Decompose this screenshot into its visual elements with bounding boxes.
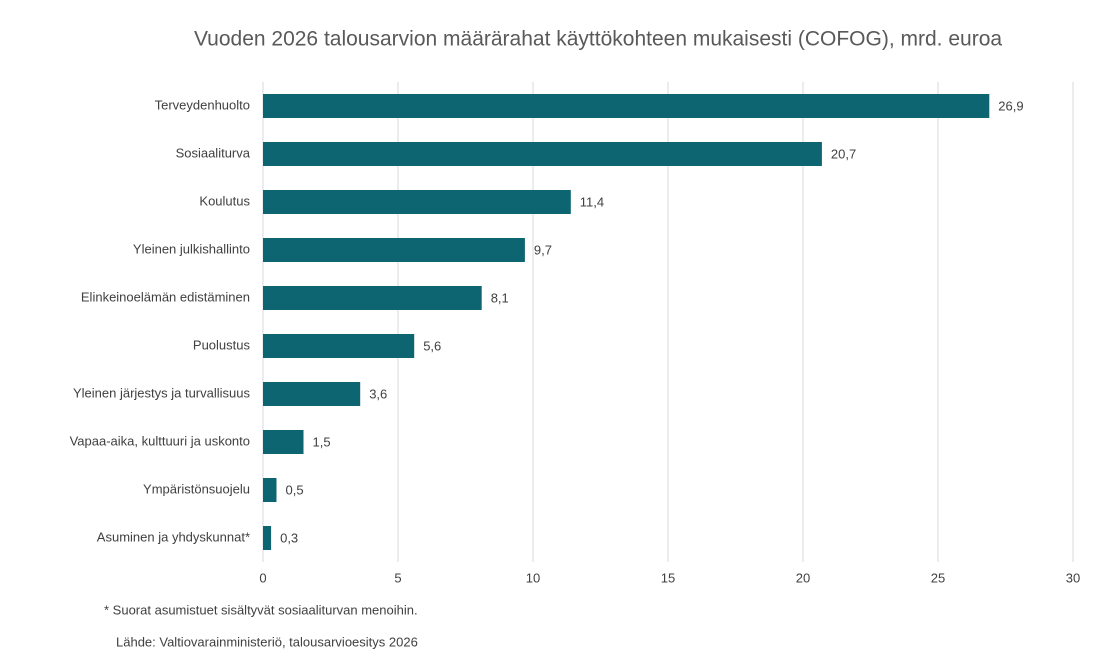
y-tick-label: Koulutus [199, 193, 250, 208]
bar [263, 526, 272, 550]
x-tick-label: 5 [394, 570, 401, 585]
x-tick-label: 10 [526, 570, 540, 585]
y-tick-label: Ympäristönsuojelu [143, 481, 250, 496]
y-tick-label: Terveydenhuolto [155, 97, 250, 112]
value-label: 0,3 [280, 530, 298, 545]
y-tick-label: Elinkeinoelämän edistäminen [81, 289, 250, 304]
value-label: 26,9 [998, 98, 1023, 113]
bar [263, 478, 277, 502]
bar [263, 142, 822, 166]
bar [263, 286, 482, 310]
y-tick-label: Puolustus [193, 337, 251, 352]
x-tick-label: 15 [661, 570, 675, 585]
source: Lähde: Valtiovarainministeriö, talousarv… [116, 634, 418, 649]
value-label: 5,6 [423, 338, 441, 353]
x-tick-label: 30 [1066, 570, 1080, 585]
y-tick-label: Yleinen julkishallinto [133, 241, 250, 256]
chart-title: Vuoden 2026 talousarvion määrärahat käyt… [194, 28, 1002, 51]
value-label: 9,7 [534, 242, 552, 257]
x-tick-label: 25 [931, 570, 945, 585]
footnote: * Suorat asumistuet sisältyvät sosiaalit… [104, 602, 418, 617]
value-label: 1,5 [313, 434, 331, 449]
bar [263, 334, 415, 358]
bar [263, 94, 990, 118]
y-tick-label: Sosiaaliturva [176, 145, 251, 160]
bar [263, 382, 361, 406]
value-label: 20,7 [831, 146, 856, 161]
bar [263, 430, 304, 454]
bar [263, 190, 571, 214]
x-tick-label: 0 [259, 570, 266, 585]
value-label: 0,5 [286, 482, 304, 497]
value-label: 11,4 [580, 194, 604, 209]
y-tick-label: Yleinen järjestys ja turvallisuus [73, 385, 251, 400]
x-tick-label: 20 [796, 570, 810, 585]
bar [263, 238, 525, 262]
y-tick-label: Asuminen ja yhdyskunnat* [97, 529, 250, 544]
value-label: 3,6 [369, 386, 387, 401]
value-label: 8,1 [491, 290, 509, 305]
y-tick-label: Vapaa-aika, kulttuuri ja uskonto [70, 433, 250, 448]
